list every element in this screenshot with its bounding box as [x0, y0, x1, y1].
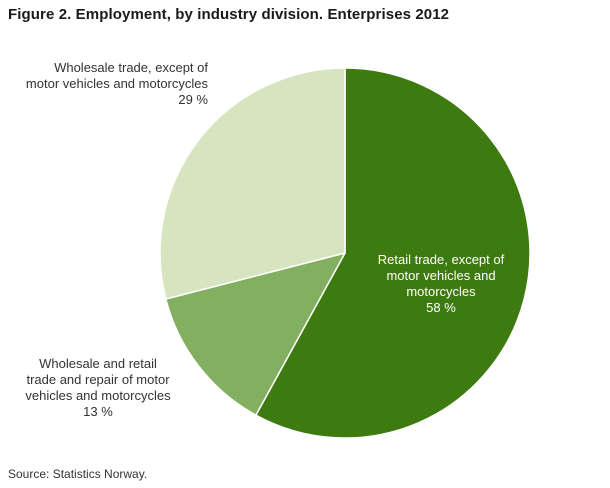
pie-slice: [255, 67, 531, 439]
chart-title: Figure 2. Employment, by industry divisi…: [8, 6, 450, 23]
slice-label-wholesale-trade: Wholesale trade, except of motor vehicle…: [25, 60, 208, 107]
source-note: Source: Statistics Norway.: [8, 467, 148, 481]
pie-slice: [165, 252, 346, 416]
slice-label-motor-vehicles: Wholesale and retail trade and repair of…: [25, 356, 171, 419]
pie-slice: [159, 67, 346, 300]
slice-label-retail-trade: Retail trade, except of motor vehicles a…: [377, 252, 505, 315]
